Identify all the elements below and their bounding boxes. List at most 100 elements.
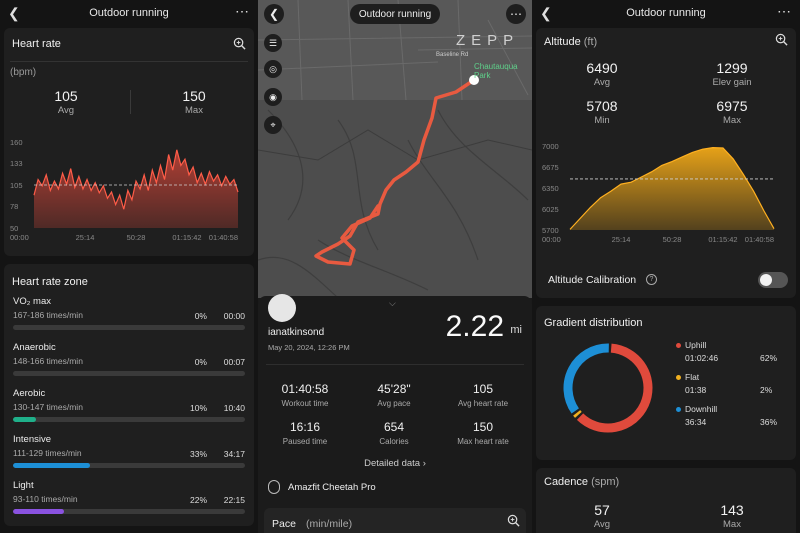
zoom-icon[interactable] <box>233 37 246 50</box>
summary-label: Max heart rate <box>457 437 509 446</box>
zone-title: Heart rate zone <box>12 276 88 288</box>
summary-stat: 16:16 Paused time <box>261 420 349 446</box>
cadence-card: Cadence (spm) 57 Avg 143 Max <box>536 468 796 533</box>
zone-percent: 22% <box>189 495 207 505</box>
zone-row: Intensive 111-129 times/min 33% 34:17 <box>13 434 245 470</box>
right-panel: ❮ Outdoor running ⋯ Altitude (ft) 6490 Av… <box>532 0 800 533</box>
divider <box>10 61 248 62</box>
route-map[interactable]: ❮ Outdoor running ⋯ ZEPP Baseline Rd Cha… <box>258 0 532 299</box>
more-icon[interactable]: ⋯ <box>506 4 526 24</box>
summary-stat: 654 Calories <box>350 420 438 446</box>
altitude-stat: 1299 Elev gain <box>692 60 772 88</box>
distance-value: 2.22 <box>445 310 504 343</box>
more-icon[interactable]: ⋯ <box>235 3 250 19</box>
gradient-name: Uphill <box>685 340 707 350</box>
x-tick-label: 01:15:42 <box>172 233 201 242</box>
cadence-title: Cadence (spm) <box>544 476 619 488</box>
altitude-title: Altitude (ft) <box>544 36 597 48</box>
globe-icon[interactable]: ◎ <box>264 60 282 78</box>
info-icon[interactable]: ? <box>646 274 657 285</box>
heart-rate-card: Heart rate (bpm) 105 Avg 150 Max 160 133 1… <box>4 28 254 256</box>
zone-row: Aerobic 130-147 times/min 10% 10:40 <box>13 388 245 424</box>
device-name: Amazfit Cheetah Pro <box>288 482 376 493</box>
altitude-stat-label: Max <box>723 115 741 126</box>
chevron-down-icon[interactable]: ⌵ <box>389 298 396 308</box>
map-title: Outdoor running <box>350 4 440 24</box>
summary-stat: 45'28" Avg pace <box>350 382 438 408</box>
zone-row: VO₂ max 167-186 times/min 0% 00:00 <box>13 296 245 332</box>
zone-time: 22:15 <box>223 495 245 505</box>
page-title: Outdoor running <box>89 7 169 19</box>
cadence-avg-value: 57 <box>594 502 610 518</box>
y-tick-label: 78 <box>10 202 18 211</box>
zone-name: Light <box>13 480 34 491</box>
avatar[interactable] <box>268 294 296 322</box>
max-stat: 150 Max <box>156 88 232 116</box>
altitude-unit: (ft) <box>583 36 598 48</box>
cadence-avg-label: Avg <box>593 519 611 530</box>
top-bar: ❮ Outdoor running ⋯ <box>532 0 800 26</box>
pace-card: Pace (min/mile) <box>264 508 526 533</box>
heart-rate-zone-card: Heart rate zone VO₂ max 167-186 times/min… <box>4 264 254 526</box>
cadence-avg-stat: 57 Avg <box>562 502 642 530</box>
zone-time: 00:00 <box>223 311 245 321</box>
calibration-toggle[interactable] <box>758 272 788 288</box>
back-icon[interactable]: ❮ <box>264 4 284 24</box>
x-tick-label: 00:00 <box>542 235 561 244</box>
zone-range: 167-186 times/min <box>13 310 83 320</box>
detailed-data-link[interactable]: Detailed data › <box>258 458 532 469</box>
cadence-max-value: 143 <box>720 502 744 518</box>
back-icon[interactable]: ❮ <box>540 5 552 21</box>
legend-dot <box>676 407 681 413</box>
avg-value: 105 <box>54 88 78 104</box>
zone-bar-fill <box>13 463 90 468</box>
gradient-name: Flat <box>685 372 700 382</box>
chevron-right-icon: › <box>422 458 426 469</box>
watch-icon <box>268 480 280 494</box>
y-tick-label: 6675 <box>542 163 559 172</box>
more-icon[interactable]: ⋯ <box>777 3 792 19</box>
layers-icon[interactable]: ☰ <box>264 34 282 52</box>
altitude-stat: 6490 Avg <box>562 60 642 88</box>
summary-value: 654 <box>383 420 405 434</box>
gradient-legend-item: Uphill <box>676 340 706 350</box>
map-canvas <box>258 0 532 299</box>
summary-label: Avg pace <box>377 399 411 408</box>
max-value: 150 <box>182 88 206 104</box>
zepp-logo: ZEPP <box>456 32 520 49</box>
zoom-icon[interactable] <box>507 514 520 527</box>
back-icon[interactable]: ❮ <box>8 5 20 21</box>
summary-stat: 01:40:58 Workout time <box>261 382 349 408</box>
y-tick-label: 5700 <box>542 226 559 235</box>
y-tick-label: 6350 <box>542 184 559 193</box>
zone-bar <box>13 417 245 422</box>
gradient-name: Downhill <box>685 404 718 414</box>
zone-range: 93-110 times/min <box>13 494 78 504</box>
gradient-time: 01:38 <box>685 385 707 395</box>
y-tick-label: 50 <box>10 224 18 233</box>
altitude-card: Altitude (ft) 6490 Avg 1299 Elev gain 5708 Mi… <box>536 28 796 298</box>
pace-unit: (min/mile) <box>306 518 353 530</box>
x-tick-label: 01:40:58 <box>745 235 774 244</box>
summary-label: Paused time <box>282 437 328 446</box>
top-bar: ❮ Outdoor running ⋯ <box>0 0 258 26</box>
summary-sheet: ⌵ ianatkinsond May 20, 2024, 12:26 PM 2.… <box>258 294 532 533</box>
zone-bar <box>13 325 245 330</box>
username: ianatkinsond <box>268 327 325 338</box>
pace-title: Pace <box>272 518 296 530</box>
eye-icon[interactable]: ◉ <box>264 88 282 106</box>
summary-stat: 105 Avg heart rate <box>439 382 527 408</box>
locate-icon[interactable]: ⌖ <box>264 116 282 134</box>
x-tick-label: 00:00 <box>10 233 29 242</box>
cadence-max-label: Max <box>723 519 741 530</box>
zone-percent: 10% <box>189 403 207 413</box>
zoom-icon[interactable] <box>775 33 788 46</box>
calibration-label: Altitude Calibration <box>548 274 637 286</box>
zone-time: 00:07 <box>223 357 245 367</box>
zone-time: 34:17 <box>223 449 245 459</box>
gradient-card: Gradient distribution Uphill 01:02:46 62% F… <box>536 306 796 460</box>
x-tick-label: 01:15:42 <box>708 235 737 244</box>
summary-value: 105 <box>472 382 494 396</box>
gradient-percent: 36% <box>760 417 778 427</box>
